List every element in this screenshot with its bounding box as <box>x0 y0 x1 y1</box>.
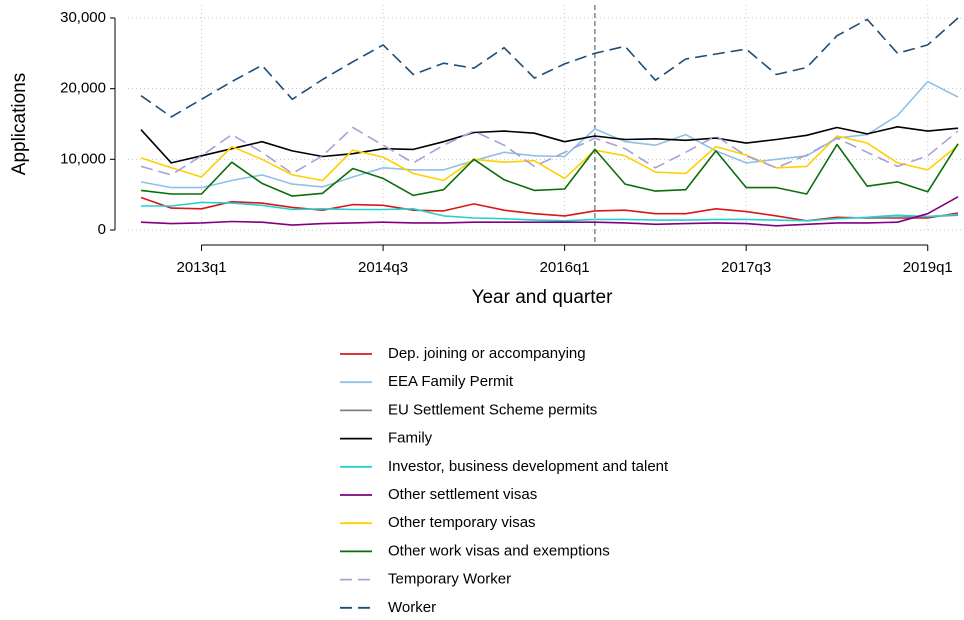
legend-label: Family <box>388 430 433 447</box>
legend-label: EEA Family Permit <box>388 373 514 390</box>
y-axis-title: Applications <box>9 73 30 175</box>
series-line <box>140 17 959 118</box>
series-line <box>140 135 959 182</box>
series-line <box>140 126 959 176</box>
series-line <box>140 196 959 222</box>
series-line <box>140 80 959 189</box>
legend-label: Worker <box>388 599 436 616</box>
x-tick-label: 2014q3 <box>358 259 408 276</box>
series-line <box>140 126 959 164</box>
x-tick-label: 2016q1 <box>540 259 590 276</box>
x-axis-title: Year and quarter <box>472 287 614 308</box>
y-tick-label: 30,000 <box>60 9 106 26</box>
legend-label: Temporary Worker <box>388 571 511 588</box>
y-tick-label: 20,000 <box>60 80 106 97</box>
y-tick-label: 10,000 <box>60 150 106 167</box>
legend-label: Dep. joining or accompanying <box>388 345 586 362</box>
x-tick-label: 2019q1 <box>903 259 953 276</box>
series-line <box>140 143 959 197</box>
legend-label: Investor, business development and talen… <box>388 458 669 475</box>
x-tick-label: 2013q1 <box>176 259 226 276</box>
legend-label: Other settlement visas <box>388 486 537 503</box>
series-line <box>141 201 959 222</box>
y-tick-label: 0 <box>98 221 106 238</box>
x-tick-label: 2017q3 <box>721 259 771 276</box>
legend-label: Other work visas and exemptions <box>388 542 610 559</box>
legend-label: EU Settlement Scheme permits <box>388 401 597 418</box>
series-line <box>140 196 959 227</box>
legend-label: Other temporary visas <box>388 514 536 531</box>
